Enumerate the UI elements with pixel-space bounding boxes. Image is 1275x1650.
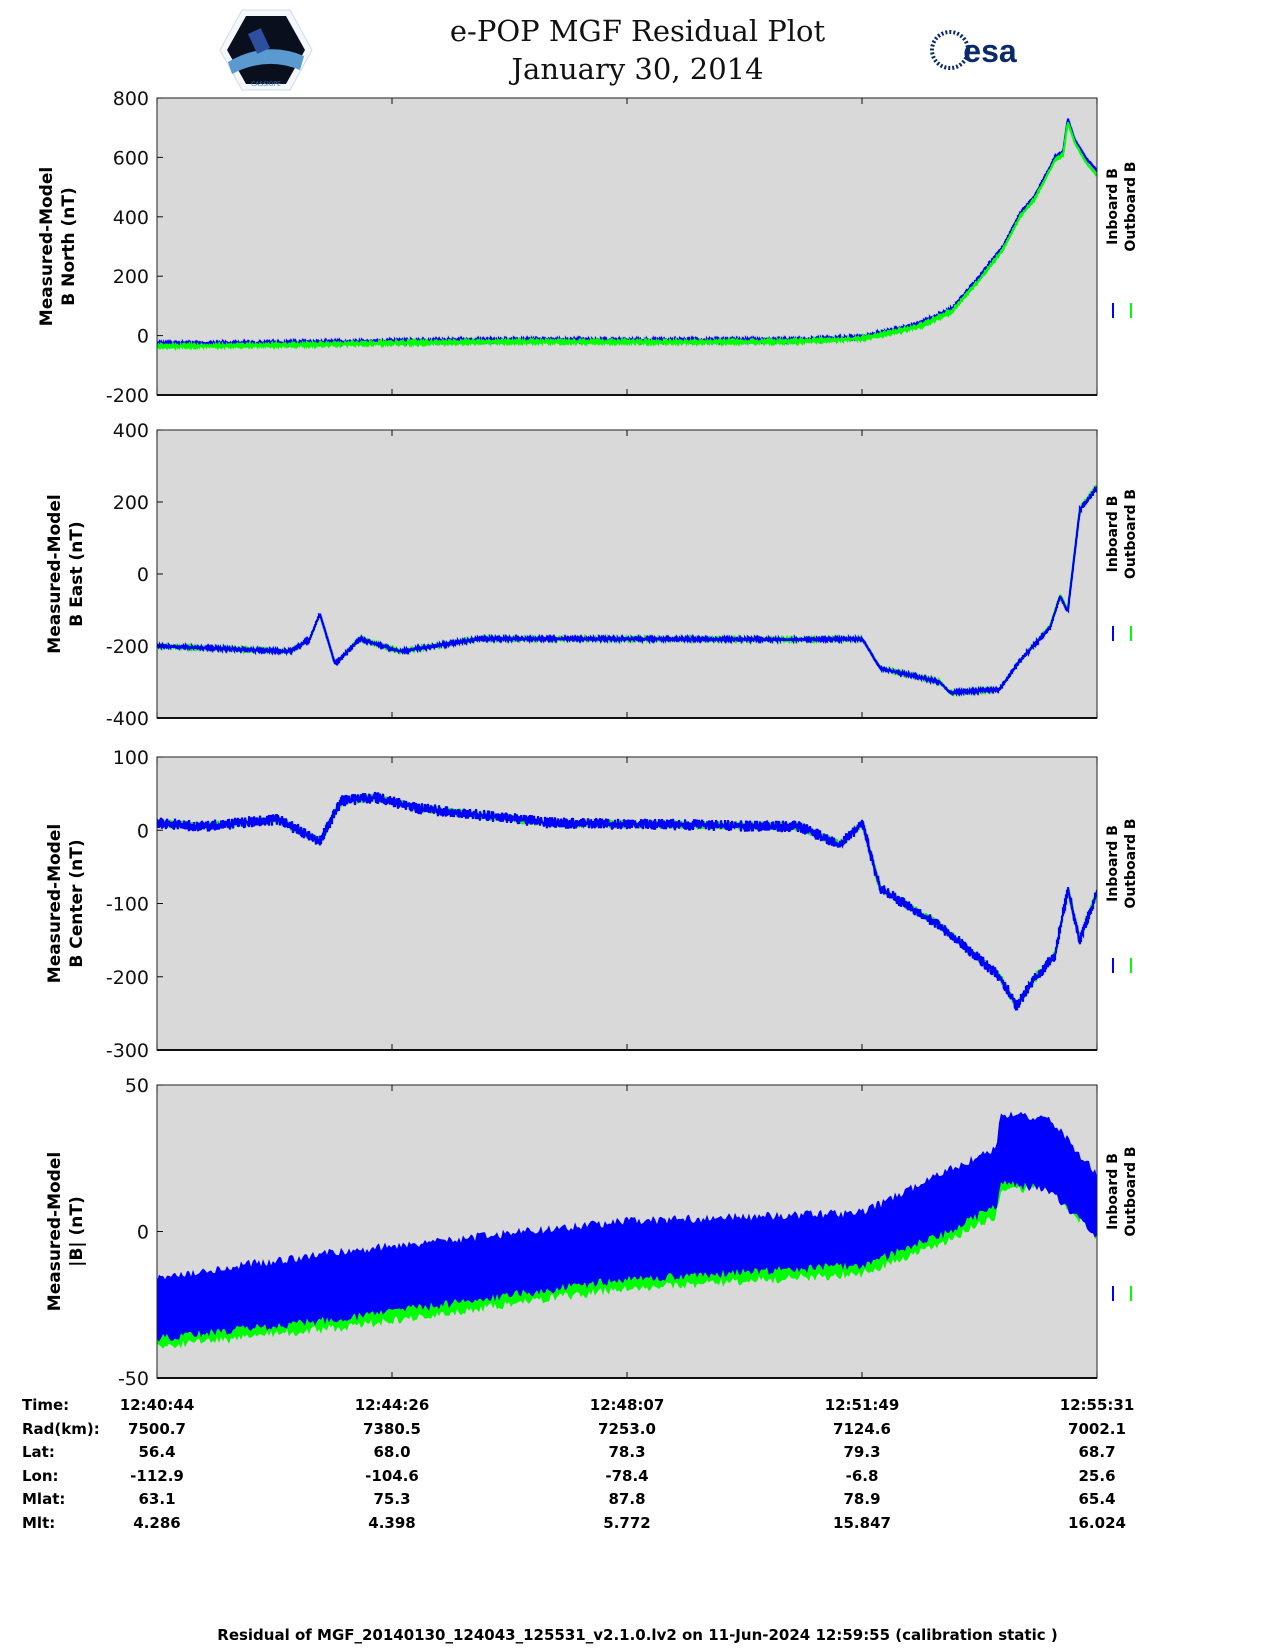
legend-inboard-b: Inboard B	[1105, 168, 1121, 245]
y-axis-label: Measured-Model B North (nT)	[37, 167, 79, 326]
plot-area	[157, 98, 1097, 395]
ephemeris-value: -78.4	[605, 1466, 649, 1485]
ephemeris-value: 56.4	[138, 1443, 176, 1461]
y-axis-label-line: |B| (nT)	[67, 1196, 87, 1267]
y-tick-label: 200	[113, 492, 149, 514]
plot-area	[157, 430, 1097, 718]
y-tick-label: 50	[125, 1075, 149, 1097]
ephemeris-label: Time:	[22, 1396, 70, 1414]
ephemeris-label: Rad(km):	[22, 1419, 100, 1438]
ephemeris-value: 7253.0	[598, 1419, 656, 1438]
plot-date: January 30, 2014	[511, 52, 764, 86]
series-group	[157, 791, 1097, 1011]
ephemeris-value: 79.3	[843, 1443, 881, 1461]
y-tick-label: 0	[137, 820, 149, 842]
ephemeris-value: 7380.5	[363, 1419, 421, 1438]
ephemeris-value: 15.847	[833, 1513, 891, 1532]
y-tick-label: 0	[137, 1222, 149, 1244]
ephemeris-value: 7002.1	[1068, 1419, 1126, 1438]
series-outboard-b	[157, 121, 1097, 352]
series-inboard-b	[157, 1111, 1097, 1342]
ephemeris-label: Lon:	[22, 1466, 59, 1485]
footer-caption: Residual of MGF_20140130_124043_125531_v…	[217, 1626, 1058, 1644]
ephemeris-value: 25.6	[1078, 1466, 1116, 1485]
y-axis-label-line: B North (nT)	[59, 187, 79, 306]
series-inboard-b	[157, 485, 1097, 697]
ephemeris-value: 78.9	[843, 1490, 881, 1508]
y-tick-label: -100	[106, 894, 149, 916]
y-tick-label: -200	[106, 636, 149, 658]
legend-outboard-b: Outboard B	[1123, 818, 1139, 908]
ephemeris-value: 12:55:31	[1059, 1396, 1135, 1414]
ephemeris-value: 12:40:44	[119, 1396, 195, 1414]
legend-outboard-b: Outboard B	[1123, 161, 1139, 251]
ephemeris-value: 68.7	[1078, 1443, 1116, 1461]
y-tick-label: -400	[106, 708, 149, 730]
y-axis-label: Measured-Model B East (nT)	[45, 494, 87, 653]
series-group	[157, 1111, 1097, 1349]
ephemeris-label: Lat:	[22, 1443, 55, 1461]
y-tick-label: 400	[113, 420, 149, 442]
ephemeris-value: -104.6	[365, 1466, 419, 1485]
legend-outboard-b: Outboard B	[1123, 1146, 1139, 1236]
ephemeris-value: 78.3	[608, 1443, 646, 1461]
y-tick-label: -200	[106, 967, 149, 989]
series-inboard-b	[157, 791, 1097, 1011]
ephemeris-value: 7124.6	[833, 1419, 891, 1438]
ephemeris-value: 68.0	[373, 1443, 411, 1461]
panel-1: -200 0 200 400 600 800 Measured-Model B North (…	[37, 88, 1139, 407]
legend-inboard-b: Inboard B	[1105, 496, 1121, 573]
series-group	[157, 484, 1097, 698]
ephemeris-value: 12:44:26	[354, 1396, 430, 1414]
panel-4: -50 0 50 Measured-Model |B| (nT) Inboard B Out…	[45, 1075, 1139, 1390]
y-tick-label: 0	[137, 564, 149, 586]
plot-title: e-POP MGF Residual Plot	[449, 14, 826, 48]
y-tick-label: 200	[113, 266, 149, 288]
ephemeris-label: Mlt:	[22, 1513, 56, 1532]
ephemeris-value: 16.024	[1068, 1513, 1126, 1532]
ephemeris-value: 7500.7	[128, 1419, 186, 1438]
plot-area	[157, 757, 1097, 1050]
ephemeris-value: 75.3	[373, 1490, 411, 1508]
y-axis-label-line: Measured-Model	[45, 1152, 65, 1311]
series-group	[157, 118, 1097, 352]
y-tick-label: 400	[113, 207, 149, 229]
panel-2: -400 -200 0 200 400 Measured-Model B East (nT)…	[45, 420, 1139, 730]
y-axis-label-line: Measured-Model	[45, 494, 65, 653]
ephemeris-value: -112.9	[130, 1466, 184, 1485]
y-axis-label: Measured-Model B Center (nT)	[45, 824, 87, 983]
ephemeris-value: 5.772	[603, 1513, 651, 1532]
y-tick-label: -200	[106, 385, 149, 407]
svg-text:esa: esa	[963, 33, 1017, 69]
ephemeris-value: 87.8	[608, 1490, 646, 1508]
ephemeris-value: 4.398	[368, 1513, 416, 1532]
cassiope-logo: CASSIOPE	[219, 9, 313, 91]
ephemeris-value: 65.4	[1078, 1490, 1116, 1508]
y-axis-label-line: B East (nT)	[67, 521, 87, 626]
ephemeris-value: 12:48:07	[589, 1396, 665, 1414]
legend-inboard-b: Inboard B	[1105, 1153, 1121, 1230]
y-tick-label: 800	[113, 88, 149, 110]
y-tick-label: -50	[118, 1368, 149, 1390]
y-tick-label: 0	[137, 326, 149, 348]
y-axis-label-line: B Center (nT)	[67, 839, 87, 967]
legend-inboard-b: Inboard B	[1105, 825, 1121, 902]
y-tick-label: 600	[113, 147, 149, 169]
ephemeris-value: 12:51:49	[824, 1396, 900, 1414]
y-axis-label-line: Measured-Model	[37, 167, 57, 326]
y-tick-label: -300	[106, 1040, 149, 1062]
ephemeris-value: -6.8	[845, 1466, 879, 1485]
y-tick-label: 100	[113, 747, 149, 769]
esa-logo: esa	[930, 30, 1017, 70]
y-axis-label: Measured-Model |B| (nT)	[45, 1152, 87, 1311]
y-axis-label-line: Measured-Model	[45, 824, 65, 983]
panel-3: -300 -200 -100 0 100 Measured-Model B Center (…	[45, 747, 1139, 1062]
ephemeris-value: 4.286	[133, 1513, 181, 1532]
legend-outboard-b: Outboard B	[1123, 489, 1139, 579]
ephemeris-value: 63.1	[138, 1490, 176, 1508]
svg-text:CASSIOPE: CASSIOPE	[251, 81, 281, 88]
ephemeris-label: Mlat:	[22, 1490, 66, 1508]
